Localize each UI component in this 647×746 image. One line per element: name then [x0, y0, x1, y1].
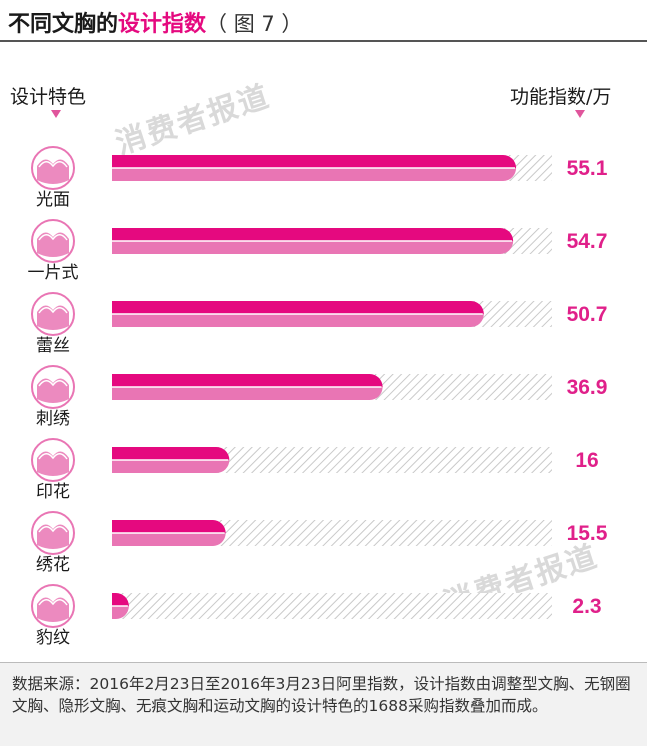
footer: 数据来源：2016年2月23日至2016年3月23日阿里指数，设计指数由调整型文…	[0, 662, 647, 746]
x-axis-label: 功能指数/万	[510, 86, 612, 108]
right-arrow-icon	[575, 110, 585, 118]
value-label: 55.1	[567, 157, 608, 180]
value-label: 50.7	[567, 303, 608, 326]
title-part2: 设计指数	[118, 12, 207, 37]
category-label: 绣花	[36, 555, 70, 575]
value-label: 15.5	[567, 522, 608, 545]
category-label: 刺绣	[36, 409, 70, 429]
category-label: 光面	[36, 190, 70, 210]
bar-track	[112, 593, 552, 619]
embroidered-flower-bra-icon	[31, 511, 75, 555]
embroidery-bra-icon	[31, 365, 75, 409]
lace-bra-icon	[31, 292, 75, 336]
category-label: 豹纹	[36, 628, 70, 648]
one-piece-bra-icon	[31, 219, 75, 263]
title-part1: 不同文胸的	[8, 12, 119, 37]
title-bar: 不同文胸的设计指数（ 图 7 ）	[0, 0, 647, 42]
source-note: 数据来源：2016年2月23日至2016年3月23日阿里指数，设计指数由调整型文…	[12, 675, 631, 715]
value-label: 16	[575, 449, 598, 472]
bar	[112, 520, 226, 546]
value-label: 36.9	[567, 376, 608, 399]
category-label: 蕾丝	[36, 336, 70, 356]
bar	[112, 447, 230, 473]
value-label: 54.7	[567, 230, 608, 253]
print-bra-icon	[31, 438, 75, 482]
leopard-bra-icon	[31, 584, 75, 628]
category-label: 一片式	[28, 263, 79, 283]
bar	[112, 593, 129, 619]
bar-chart: 光面 55.1 一片式 54.7 蕾丝 50.7 刺绣 36.9 印花 16 绣花 15.5 豹纹 2.3	[28, 146, 608, 648]
bar	[112, 155, 517, 181]
page-title: 不同文胸的设计指数（ 图 7 ）	[8, 6, 302, 38]
plain-bra-icon	[31, 146, 75, 190]
title-part3: （ 图 7 ）	[206, 12, 303, 36]
bar	[112, 374, 383, 400]
value-label: 2.3	[572, 595, 601, 618]
bar	[112, 228, 514, 254]
category-label: 印花	[36, 482, 70, 502]
bar	[112, 301, 484, 327]
left-arrow-icon	[51, 110, 61, 118]
y-axis-label: 设计特色	[10, 86, 87, 108]
